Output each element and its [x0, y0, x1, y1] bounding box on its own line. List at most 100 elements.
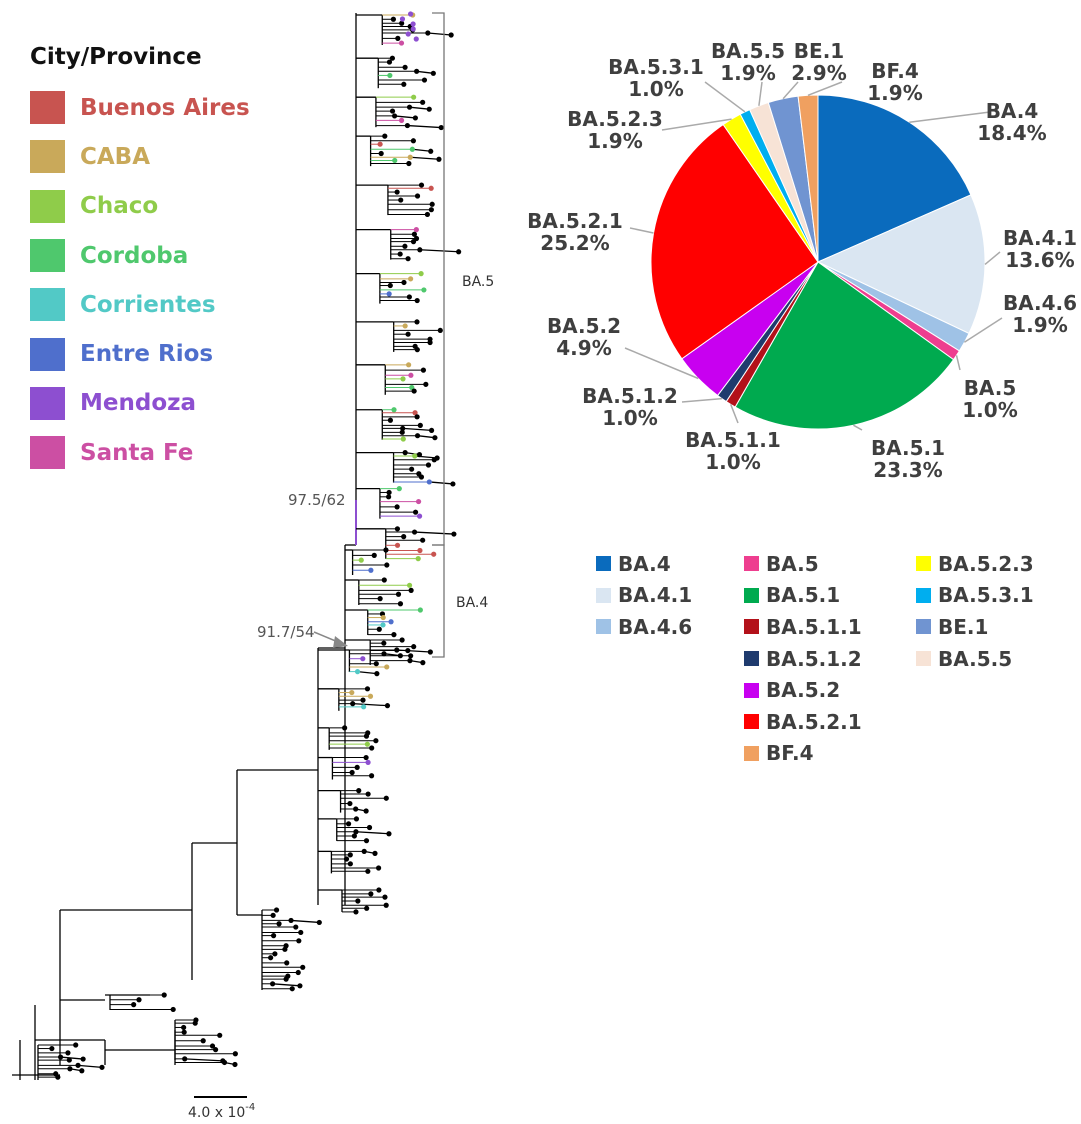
tree-tip [368, 891, 374, 897]
tree-tip [365, 791, 371, 797]
tree-tip [448, 32, 454, 38]
tree-tip [67, 1066, 73, 1072]
tree-tip [401, 279, 407, 286]
tree-tip [200, 1038, 206, 1044]
lineage-legend-column: BA.5.2.3 BA.5.3.1 BE.1 BA.5.5 [916, 548, 1034, 674]
pie-leader-line [963, 317, 1003, 343]
tree-tip [425, 462, 432, 468]
tree-tip [181, 1024, 187, 1031]
lineage-legend-item: BA.4.6 [596, 611, 692, 643]
pie-slice-percent-label: 1.9% [867, 81, 922, 105]
tree-tip [270, 981, 276, 987]
lineage-swatch [596, 556, 611, 572]
tree-tip [456, 249, 462, 255]
clade-label-ba5: BA.5 [462, 274, 494, 290]
tree-tip [392, 157, 398, 164]
lineage-label: BA.4.1 [618, 583, 693, 608]
tree-tip [363, 754, 369, 761]
tree-tip [363, 733, 370, 739]
tree-tip [381, 640, 387, 646]
tree-tip [410, 239, 417, 245]
tree-tip [411, 644, 417, 650]
tree-tip [351, 833, 357, 839]
tree-tip [365, 759, 371, 765]
pie-slice-percent-label: 1.9% [1012, 313, 1067, 337]
province-legend-item: CABA [30, 132, 250, 181]
tree-tip [389, 108, 396, 114]
tree-tip [397, 251, 403, 257]
tree-tip [428, 185, 434, 191]
tree-tip [418, 474, 425, 480]
tree-tip [412, 410, 418, 416]
tree-tip [399, 20, 405, 26]
tree-tip [405, 31, 411, 37]
tree-tip [408, 653, 414, 659]
lineage-legend-item: BA.5.2.1 [744, 706, 862, 738]
support-arrow-head [333, 636, 348, 648]
tree-tip [212, 1047, 219, 1053]
tree-tip [395, 35, 401, 41]
tree-tip [399, 637, 405, 643]
tree-tip [283, 976, 289, 982]
tree-tip [426, 479, 432, 485]
tree-tip [405, 647, 411, 654]
tree-tip [394, 189, 400, 195]
lineage-swatch [916, 556, 931, 572]
tree-tip [361, 848, 367, 854]
province-swatch [30, 140, 65, 174]
tree-tip [417, 247, 423, 253]
lineage-label: BA.5.2 [766, 678, 841, 703]
tree-tip [75, 1062, 81, 1068]
tree-tip [414, 193, 421, 199]
support-value-ba5: 97.5/62 [288, 491, 346, 509]
lineage-label: BA.5.1 [766, 583, 841, 608]
tree-tip [378, 150, 384, 157]
tree-tip [57, 1054, 64, 1060]
lineage-legend-item: BA.5.1 [744, 580, 862, 612]
tree-tip [386, 494, 392, 500]
province-legend-item: Mendoza [30, 379, 250, 428]
tree-tip [398, 117, 405, 123]
pie-slice-name-label: BE.1 [794, 39, 844, 63]
tree-tip [391, 632, 397, 638]
tree-tip [343, 856, 350, 862]
pie-slice-name-label: BA.4.1 [1003, 226, 1077, 250]
pie-slice-percent-label: 1.0% [705, 450, 760, 474]
tree-tip [376, 626, 382, 632]
tree-tip [373, 661, 379, 667]
province-label: Santa Fe [80, 439, 194, 466]
tree-tip [387, 417, 394, 423]
tree-tip [417, 607, 423, 613]
tree-tip [55, 1074, 61, 1080]
tree-tip [413, 36, 419, 42]
lineage-label: BA.5.2.1 [766, 709, 862, 734]
lineage-legend-item: BA.5.1.2 [744, 643, 862, 675]
tree-tip [407, 11, 414, 17]
lineage-legend-item: BA.5.3.1 [916, 580, 1034, 612]
tree-tip [345, 821, 352, 827]
tree-tip [399, 429, 405, 435]
tree-tip [412, 115, 418, 121]
tree-tip [372, 850, 378, 856]
province-legend: City/Province Buenos Aires CABA Chaco Cordo… [30, 44, 250, 477]
tree-tip [451, 531, 457, 537]
lineage-label: BA.5.5 [938, 646, 1013, 671]
tree-tip [406, 582, 413, 588]
tree-tip [354, 669, 361, 675]
tree-tip [377, 141, 383, 147]
tree-tip [347, 861, 353, 867]
tree-tip [284, 960, 290, 966]
tree-tip [161, 992, 167, 998]
tree-tip [383, 547, 389, 553]
tree-tip [406, 160, 412, 167]
tree-tip [414, 433, 421, 439]
tree-tip [364, 905, 370, 911]
tree-tip [414, 297, 420, 304]
lineage-legend-item: BF.4 [744, 738, 862, 770]
tree-tip [428, 427, 435, 434]
scale-bar-label: 4.0 x 10-4 [188, 1102, 255, 1121]
tree-tip [394, 526, 401, 532]
tree-tip [391, 113, 398, 119]
tree-tip [405, 331, 411, 337]
